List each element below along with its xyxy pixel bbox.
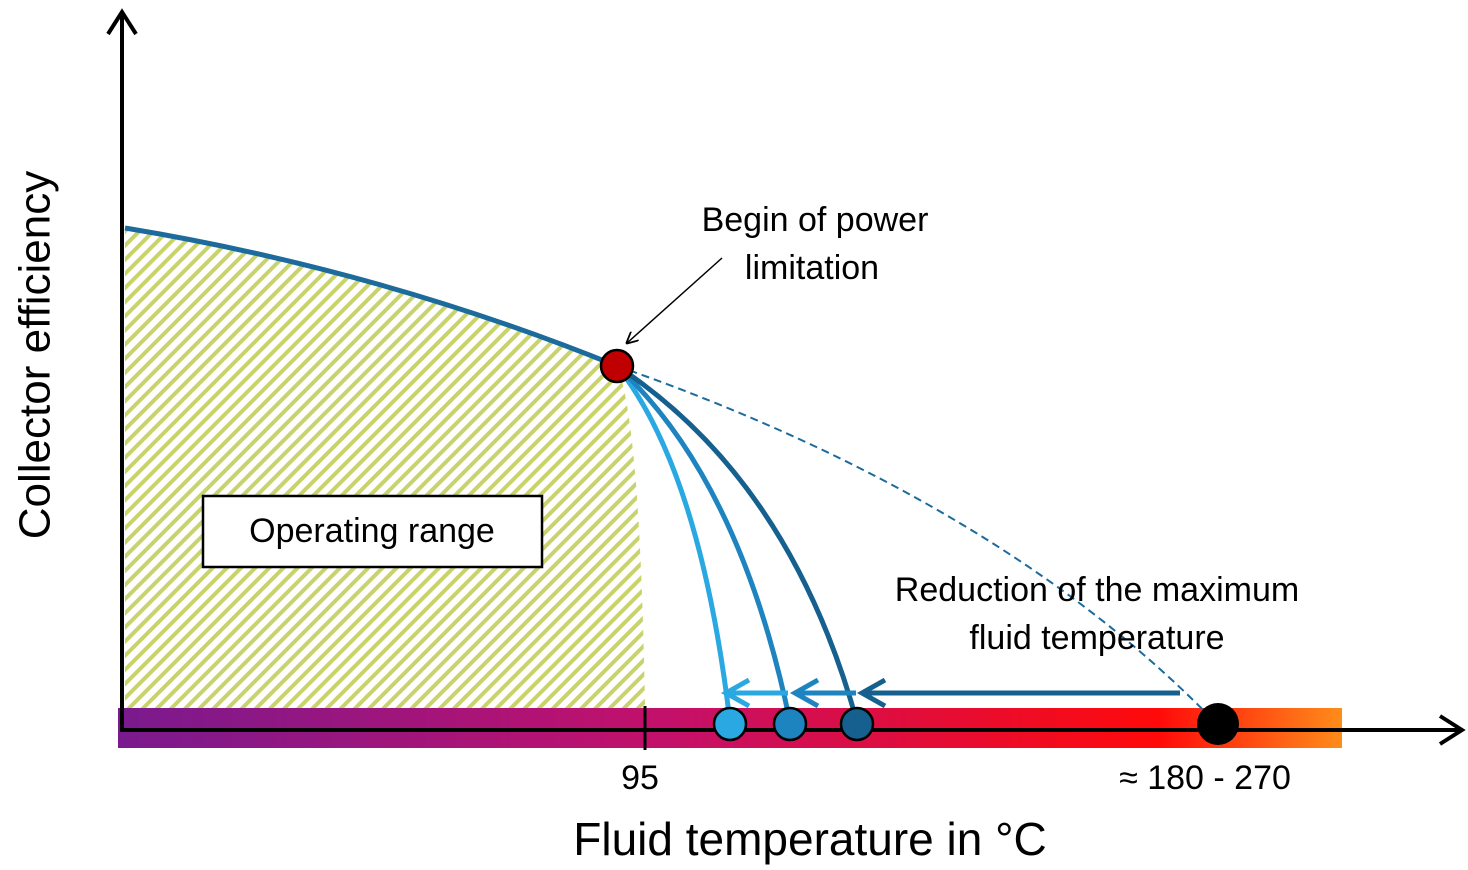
annotation: limitation (745, 249, 879, 287)
annotation: Reduction of the maximum (895, 571, 1299, 609)
point-max (1197, 703, 1239, 745)
x-axis-label: Fluid temperature in °C (573, 813, 1046, 865)
efficiency-curve (124, 225, 618, 369)
operating-area (125, 228, 645, 708)
axes (120, 12, 1462, 732)
tick-label: ≈ 180 - 270 (1119, 759, 1291, 797)
point-limit (599, 348, 635, 384)
point-light (712, 706, 748, 742)
annotation: fluid temperature (969, 619, 1224, 657)
curve-mid (615, 364, 793, 723)
y-arrow (106, 8, 138, 36)
point-dark (839, 706, 875, 742)
reduction-arrows (720, 677, 1180, 709)
operating-range-label: Operating range (249, 512, 495, 550)
dashed-curve (616, 365, 1216, 723)
annotation: Begin of power (702, 201, 929, 239)
tick-label: 95 (621, 759, 659, 797)
annotation-arrow (627, 257, 723, 343)
label-box (201, 494, 544, 569)
y-axis-label: Collector efficiency (11, 171, 60, 539)
point-mid (772, 706, 808, 742)
curve-light (615, 364, 733, 723)
x-arrow (1438, 714, 1466, 746)
curve-dark (615, 363, 860, 723)
